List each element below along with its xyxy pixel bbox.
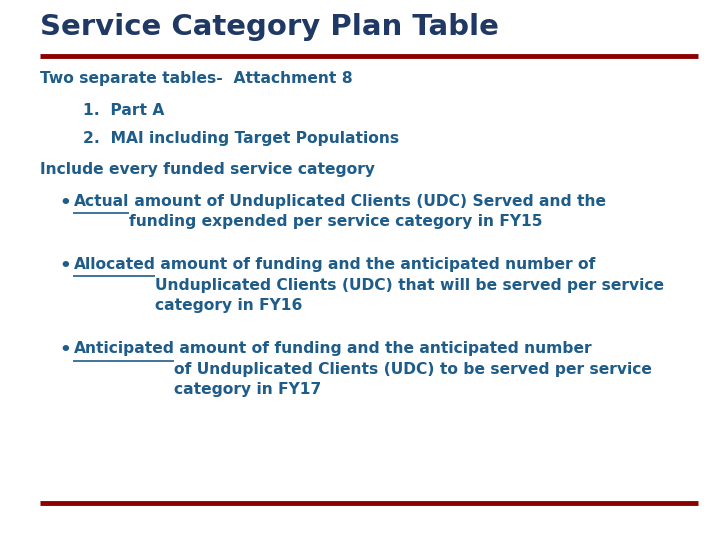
Text: Service Category Plan Table: Service Category Plan Table	[40, 12, 498, 40]
Text: Allocated: Allocated	[73, 257, 156, 272]
Text: Two separate tables-  Attachment 8: Two separate tables- Attachment 8	[40, 71, 352, 86]
Text: Include every funded service category: Include every funded service category	[40, 161, 374, 177]
Text: amount of funding and the anticipated number
of Unduplicated Clients (UDC) to be: amount of funding and the anticipated nu…	[174, 341, 652, 397]
Text: amount of Unduplicated Clients (UDC) Served and the
funding expended per service: amount of Unduplicated Clients (UDC) Ser…	[129, 194, 606, 230]
Text: •: •	[59, 341, 71, 360]
Text: Actual: Actual	[73, 194, 129, 209]
Text: 1.  Part A: 1. Part A	[83, 103, 164, 118]
Text: 37: 37	[675, 519, 695, 533]
Text: amount of funding and the anticipated number of
Unduplicated Clients (UDC) that : amount of funding and the anticipated nu…	[156, 257, 665, 313]
Text: •: •	[59, 194, 71, 212]
Text: Anticipated: Anticipated	[73, 341, 174, 356]
Text: •: •	[59, 257, 71, 275]
Text: 2.  MAI including Target Populations: 2. MAI including Target Populations	[83, 131, 399, 146]
